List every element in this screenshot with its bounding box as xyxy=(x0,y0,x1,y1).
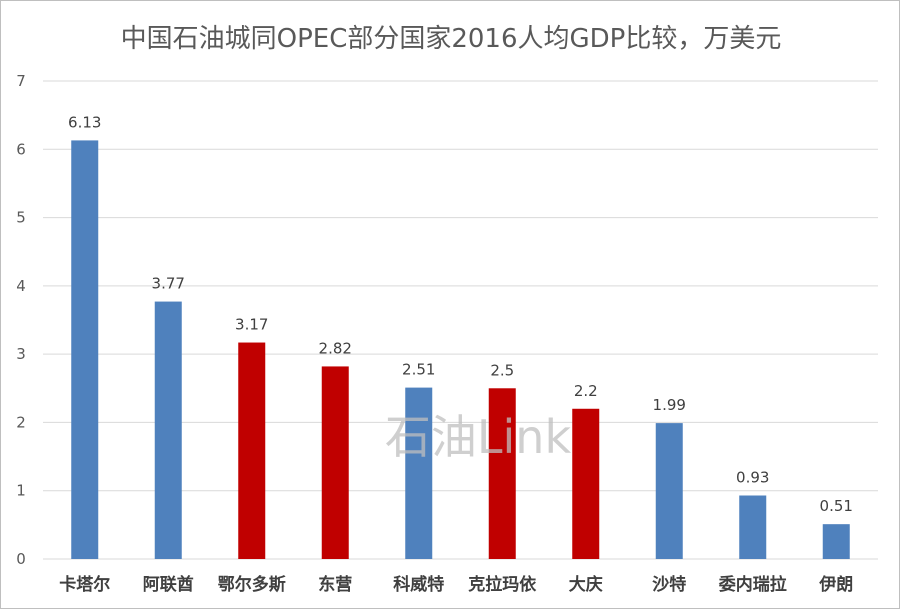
watermark: 石油Link xyxy=(385,410,572,464)
data-label: 0.51 xyxy=(820,497,853,515)
data-label: 2.51 xyxy=(402,361,435,379)
y-tick-label: 5 xyxy=(16,209,26,227)
x-tick-label: 沙特 xyxy=(652,574,686,595)
y-tick-label: 3 xyxy=(16,345,26,363)
bar-8 xyxy=(739,495,767,559)
data-label: 6.13 xyxy=(68,113,101,131)
gridlines xyxy=(43,80,878,560)
x-tick-label: 委内瑞拉 xyxy=(718,574,787,595)
data-label: 1.99 xyxy=(653,396,686,414)
data-label: 3.77 xyxy=(152,275,185,293)
bar-2 xyxy=(238,342,266,559)
x-tick-label: 阿联酋 xyxy=(143,574,194,595)
data-label: 2.5 xyxy=(490,361,514,379)
x-tick-label: 东营 xyxy=(318,574,352,595)
x-axis: 卡塔尔 阿联酋 鄂尔多斯 东营 科威特 克拉玛依 大庆 沙特 委内瑞拉 伊朗 xyxy=(59,574,853,595)
bar-4 xyxy=(405,387,433,559)
data-label: 2.82 xyxy=(319,339,352,357)
y-tick-label: 1 xyxy=(16,482,26,500)
y-tick-label: 4 xyxy=(16,277,26,295)
bar-6 xyxy=(572,408,600,559)
x-tick-label: 卡塔尔 xyxy=(59,574,110,595)
bar-5 xyxy=(488,388,516,559)
bar-3 xyxy=(321,366,349,559)
bar-1 xyxy=(154,301,182,559)
data-labels: 6.13 3.77 3.17 2.82 2.51 2.5 2.2 1.99 0.93 0.51 xyxy=(68,113,853,515)
data-label: 0.93 xyxy=(736,468,769,486)
bars xyxy=(71,140,850,559)
y-tick-label: 0 xyxy=(16,550,26,568)
x-tick-label: 克拉玛依 xyxy=(468,574,537,595)
chart-title: 中国石油城同OPEC部分国家2016人均GDP比较，万美元 xyxy=(121,24,782,54)
x-tick-label: 鄂尔多斯 xyxy=(218,574,286,595)
y-axis: 0 1 2 3 4 5 6 7 xyxy=(16,72,26,568)
x-tick-label: 大庆 xyxy=(569,574,603,595)
y-tick-label: 6 xyxy=(16,140,26,158)
data-label: 3.17 xyxy=(235,316,268,334)
data-label: 2.2 xyxy=(574,382,598,400)
x-tick-label: 伊朗 xyxy=(818,574,853,595)
y-tick-label: 7 xyxy=(16,72,26,90)
bar-7 xyxy=(655,423,683,559)
x-tick-label: 科威特 xyxy=(393,574,444,595)
bar-9 xyxy=(822,524,850,559)
bar-0 xyxy=(71,140,99,559)
y-tick-label: 2 xyxy=(16,413,26,431)
